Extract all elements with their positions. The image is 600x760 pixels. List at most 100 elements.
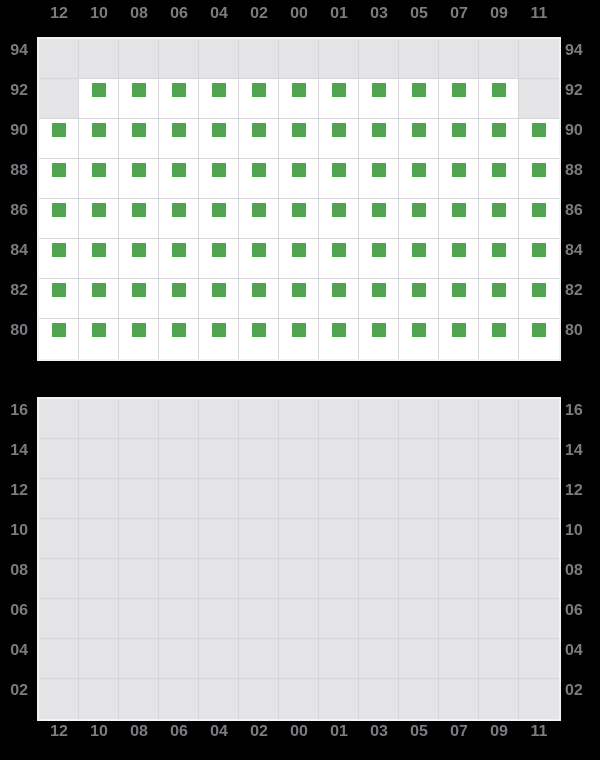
cell-available[interactable]	[119, 279, 159, 319]
cell-available[interactable]	[399, 319, 439, 359]
cell-available[interactable]	[439, 79, 479, 119]
cell-empty	[399, 599, 439, 639]
cell-available[interactable]	[39, 239, 79, 279]
cell-empty	[439, 39, 479, 79]
cell-available[interactable]	[159, 319, 199, 359]
cell-available[interactable]	[319, 319, 359, 359]
cell-empty	[399, 439, 439, 479]
cell-available[interactable]	[359, 199, 399, 239]
available-marker-icon	[291, 323, 306, 337]
cell-available[interactable]	[359, 119, 399, 159]
cell-available[interactable]	[479, 239, 519, 279]
cell-available[interactable]	[399, 279, 439, 319]
cell-available[interactable]	[279, 159, 319, 199]
cell-available[interactable]	[479, 319, 519, 359]
cell-available[interactable]	[439, 159, 479, 199]
cell-available[interactable]	[399, 199, 439, 239]
cell-available[interactable]	[519, 239, 559, 279]
cell-available[interactable]	[159, 79, 199, 119]
cell-available[interactable]	[199, 159, 239, 199]
cell-available[interactable]	[399, 159, 439, 199]
cell-available[interactable]	[79, 199, 119, 239]
cell-available[interactable]	[359, 319, 399, 359]
cell-available[interactable]	[279, 279, 319, 319]
cell-available[interactable]	[439, 319, 479, 359]
cell-available[interactable]	[39, 119, 79, 159]
cell-available[interactable]	[399, 239, 439, 279]
cell-available[interactable]	[119, 159, 159, 199]
available-marker-icon	[91, 163, 106, 177]
cell-available[interactable]	[239, 199, 279, 239]
cell-available[interactable]	[159, 159, 199, 199]
cell-available[interactable]	[119, 119, 159, 159]
cell-available[interactable]	[519, 199, 559, 239]
cell-available[interactable]	[239, 119, 279, 159]
cell-available[interactable]	[119, 79, 159, 119]
cell-available[interactable]	[119, 239, 159, 279]
cell-available[interactable]	[199, 279, 239, 319]
cell-available[interactable]	[479, 159, 519, 199]
cell-available[interactable]	[159, 279, 199, 319]
cell-available[interactable]	[79, 119, 119, 159]
cell-available[interactable]	[359, 279, 399, 319]
cell-available[interactable]	[239, 239, 279, 279]
cell-available[interactable]	[519, 279, 559, 319]
cell-available[interactable]	[39, 279, 79, 319]
cell-available[interactable]	[239, 79, 279, 119]
cell-available[interactable]	[359, 159, 399, 199]
cell-empty	[319, 439, 359, 479]
cell-available[interactable]	[319, 239, 359, 279]
cell-available[interactable]	[239, 159, 279, 199]
cell-empty	[519, 79, 559, 119]
available-marker-icon	[371, 83, 386, 97]
cell-available[interactable]	[479, 199, 519, 239]
cell-available[interactable]	[439, 239, 479, 279]
cell-available[interactable]	[519, 319, 559, 359]
cell-available[interactable]	[319, 279, 359, 319]
cell-available[interactable]	[439, 199, 479, 239]
cell-available[interactable]	[39, 319, 79, 359]
cell-available[interactable]	[439, 119, 479, 159]
cell-available[interactable]	[279, 239, 319, 279]
cell-empty	[319, 559, 359, 599]
cell-available[interactable]	[239, 319, 279, 359]
cell-available[interactable]	[399, 119, 439, 159]
cell-available[interactable]	[159, 199, 199, 239]
cell-available[interactable]	[79, 159, 119, 199]
cell-empty	[359, 479, 399, 519]
cell-available[interactable]	[199, 79, 239, 119]
cell-available[interactable]	[159, 119, 199, 159]
cell-available[interactable]	[279, 199, 319, 239]
cell-available[interactable]	[199, 239, 239, 279]
cell-available[interactable]	[479, 119, 519, 159]
cell-available[interactable]	[319, 79, 359, 119]
cell-available[interactable]	[319, 159, 359, 199]
cell-available[interactable]	[199, 119, 239, 159]
cell-available[interactable]	[119, 319, 159, 359]
cell-available[interactable]	[399, 79, 439, 119]
cell-available[interactable]	[79, 319, 119, 359]
cell-available[interactable]	[199, 319, 239, 359]
bottom-column-label: 02	[250, 723, 268, 740]
cell-available[interactable]	[159, 239, 199, 279]
cell-available[interactable]	[79, 79, 119, 119]
cell-available[interactable]	[519, 159, 559, 199]
cell-available[interactable]	[359, 239, 399, 279]
cell-available[interactable]	[39, 159, 79, 199]
cell-available[interactable]	[519, 119, 559, 159]
cell-available[interactable]	[319, 199, 359, 239]
cell-available[interactable]	[479, 79, 519, 119]
cell-available[interactable]	[79, 279, 119, 319]
cell-available[interactable]	[279, 79, 319, 119]
cell-available[interactable]	[199, 199, 239, 239]
cell-available[interactable]	[479, 279, 519, 319]
cell-available[interactable]	[359, 79, 399, 119]
cell-available[interactable]	[119, 199, 159, 239]
cell-available[interactable]	[39, 199, 79, 239]
cell-available[interactable]	[439, 279, 479, 319]
cell-available[interactable]	[279, 319, 319, 359]
cell-available[interactable]	[239, 279, 279, 319]
cell-available[interactable]	[319, 119, 359, 159]
cell-available[interactable]	[79, 239, 119, 279]
cell-available[interactable]	[279, 119, 319, 159]
